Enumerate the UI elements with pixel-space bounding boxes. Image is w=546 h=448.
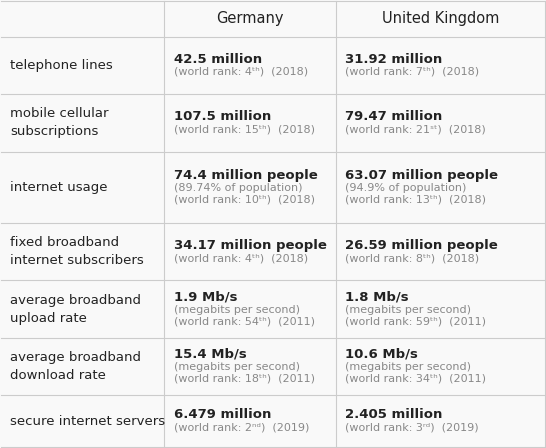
- Text: (megabits per second): (megabits per second): [346, 305, 471, 314]
- Text: (megabits per second): (megabits per second): [174, 362, 300, 372]
- Text: (world rank: 59ᵗʰ)  (2011): (world rank: 59ᵗʰ) (2011): [346, 316, 486, 326]
- Text: (world rank: 2ⁿᵈ)  (2019): (world rank: 2ⁿᵈ) (2019): [174, 422, 309, 432]
- Text: telephone lines: telephone lines: [10, 59, 113, 72]
- Text: internet usage: internet usage: [10, 181, 108, 194]
- Text: fixed broadband
internet subscribers: fixed broadband internet subscribers: [10, 237, 144, 267]
- Text: (world rank: 18ᵗʰ)  (2011): (world rank: 18ᵗʰ) (2011): [174, 374, 315, 383]
- Text: 34.17 million people: 34.17 million people: [174, 239, 327, 252]
- Text: 79.47 million: 79.47 million: [346, 110, 443, 123]
- Text: (world rank: 8ᵗʰ)  (2018): (world rank: 8ᵗʰ) (2018): [346, 253, 479, 263]
- Text: (world rank: 7ᵗʰ)  (2018): (world rank: 7ᵗʰ) (2018): [346, 67, 479, 77]
- Text: 10.6 Mb/s: 10.6 Mb/s: [346, 348, 418, 361]
- Text: 42.5 million: 42.5 million: [174, 53, 262, 66]
- Text: (world rank: 3ʳᵈ)  (2019): (world rank: 3ʳᵈ) (2019): [346, 422, 479, 432]
- Text: average broadband
upload rate: average broadband upload rate: [10, 293, 141, 325]
- Text: 31.92 million: 31.92 million: [346, 53, 443, 66]
- Text: (89.74% of population): (89.74% of population): [174, 183, 302, 193]
- Text: 6.479 million: 6.479 million: [174, 408, 271, 421]
- Text: (world rank: 13ᵗʰ)  (2018): (world rank: 13ᵗʰ) (2018): [346, 194, 486, 204]
- Text: 74.4 million people: 74.4 million people: [174, 169, 318, 182]
- Text: 63.07 million people: 63.07 million people: [346, 169, 498, 182]
- Text: (world rank: 4ᵗʰ)  (2018): (world rank: 4ᵗʰ) (2018): [174, 253, 308, 263]
- Text: (world rank: 34ᵗʰ)  (2011): (world rank: 34ᵗʰ) (2011): [346, 374, 486, 383]
- Text: (megabits per second): (megabits per second): [174, 305, 300, 314]
- Text: (world rank: 21ˢᵗ)  (2018): (world rank: 21ˢᵗ) (2018): [346, 124, 486, 134]
- Text: (megabits per second): (megabits per second): [346, 362, 471, 372]
- Text: United Kingdom: United Kingdom: [382, 11, 499, 26]
- Text: 15.4 Mb/s: 15.4 Mb/s: [174, 348, 247, 361]
- Text: Germany: Germany: [216, 11, 283, 26]
- Text: 1.9 Mb/s: 1.9 Mb/s: [174, 290, 238, 303]
- Text: (world rank: 15ᵗʰ)  (2018): (world rank: 15ᵗʰ) (2018): [174, 124, 315, 134]
- Text: (94.9% of population): (94.9% of population): [346, 183, 467, 193]
- Text: 107.5 million: 107.5 million: [174, 110, 271, 123]
- Text: 2.405 million: 2.405 million: [346, 408, 443, 421]
- Text: 26.59 million people: 26.59 million people: [346, 239, 498, 252]
- Text: average broadband
download rate: average broadband download rate: [10, 351, 141, 382]
- Text: (world rank: 10ᵗʰ)  (2018): (world rank: 10ᵗʰ) (2018): [174, 194, 315, 204]
- Text: (world rank: 4ᵗʰ)  (2018): (world rank: 4ᵗʰ) (2018): [174, 67, 308, 77]
- Text: secure internet servers: secure internet servers: [10, 414, 165, 428]
- Text: 1.8 Mb/s: 1.8 Mb/s: [346, 290, 409, 303]
- Text: (world rank: 54ᵗʰ)  (2011): (world rank: 54ᵗʰ) (2011): [174, 316, 315, 326]
- Text: mobile cellular
subscriptions: mobile cellular subscriptions: [10, 108, 109, 138]
